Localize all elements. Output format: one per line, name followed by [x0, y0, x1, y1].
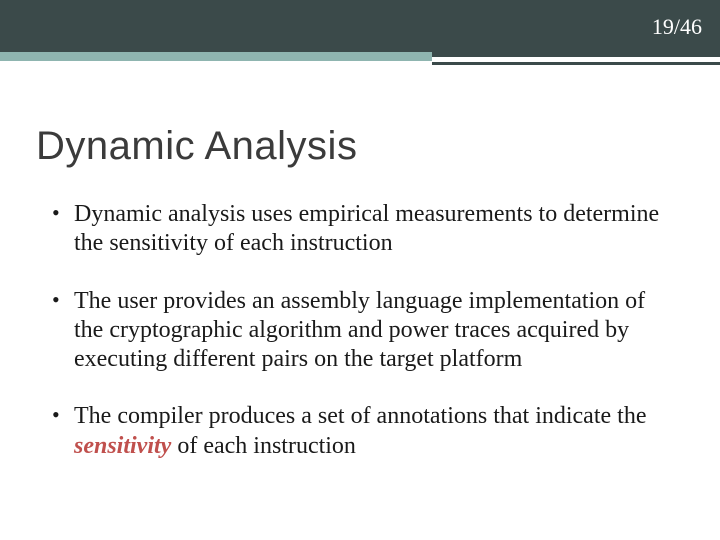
bullet-text: The compiler produces a set of annotatio… — [74, 403, 646, 429]
bullet-text: The user provides an assembly language i… — [74, 288, 645, 373]
bullet-item: Dynamic analysis uses empirical measurem… — [52, 200, 680, 259]
accent-dark-bar-bottom — [432, 62, 720, 65]
bullet-emph: sensitivity — [74, 433, 171, 459]
bullet-item: The compiler produces a set of annotatio… — [52, 402, 680, 461]
content-area: Dynamic analysis uses empirical measurem… — [52, 200, 680, 489]
accent-divider — [0, 52, 720, 70]
bullet-item: The user provides an assembly language i… — [52, 287, 680, 375]
accent-dark-bar-top — [432, 52, 720, 57]
page-number: 19/46 — [652, 14, 702, 40]
accent-teal-bar — [0, 52, 432, 61]
bullet-text: Dynamic analysis uses empirical measurem… — [74, 201, 659, 256]
header-bar: 19/46 — [0, 0, 720, 52]
slide-title: Dynamic Analysis — [36, 124, 357, 169]
bullet-text-after: of each instruction — [171, 433, 356, 459]
